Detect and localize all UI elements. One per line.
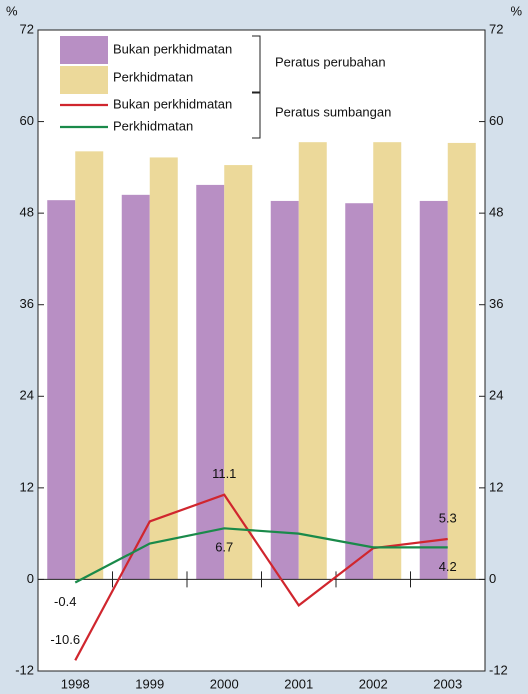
y-tick-label: 48 <box>20 205 34 220</box>
y2-tick-label: 24 <box>489 388 503 403</box>
legend-label: Bukan perkhidmatan <box>113 96 232 111</box>
data-label: 11.1 <box>212 466 236 481</box>
y2-tick-label: 0 <box>489 571 496 586</box>
bar <box>419 200 448 580</box>
data-label: 5.3 <box>439 510 457 525</box>
y2-unit: % <box>510 3 522 18</box>
y-unit: % <box>6 3 18 18</box>
bar <box>196 184 225 580</box>
data-label: 4.2 <box>439 559 457 574</box>
legend-label: Perkhidmatan <box>113 69 193 84</box>
legend-group-label: Peratus sumbangan <box>275 104 391 119</box>
y-tick-label: -12 <box>15 662 34 677</box>
legend-bracket <box>252 91 261 139</box>
data-label: 6.7 <box>215 540 233 555</box>
x-tick-label: 2002 <box>359 676 388 691</box>
y2-tick-label: 12 <box>489 479 503 494</box>
data-label: -0.4 <box>54 594 76 609</box>
bar <box>447 142 476 580</box>
legend-swatch <box>60 66 108 94</box>
y2-tick-label: 48 <box>489 205 503 220</box>
y-tick-label: 60 <box>20 113 34 128</box>
y-tick-label: 72 <box>20 21 34 36</box>
x-tick-label: 2003 <box>433 676 462 691</box>
data-label: -10.6 <box>50 632 80 647</box>
bar <box>373 142 402 580</box>
bar <box>121 194 150 580</box>
bar <box>47 200 76 580</box>
x-tick-label: 1998 <box>61 676 90 691</box>
x-tick-label: 1999 <box>135 676 164 691</box>
line <box>74 527 448 584</box>
legend-group-label: Peratus perubahan <box>275 54 386 69</box>
bar <box>298 142 327 580</box>
bar <box>75 151 104 580</box>
legend-label: Bukan perkhidmatan <box>113 41 232 56</box>
y-tick-label: 36 <box>20 296 34 311</box>
legend-label: Perkhidmatan <box>113 118 193 133</box>
bar <box>149 157 178 580</box>
legend-swatch <box>60 36 108 64</box>
x-tick-label: 2001 <box>284 676 313 691</box>
y2-tick-label: 72 <box>489 21 503 36</box>
bar <box>224 165 253 580</box>
bar <box>270 200 299 580</box>
y2-tick-label: 60 <box>489 113 503 128</box>
y2-tick-label: -12 <box>489 662 508 677</box>
y-tick-label: 12 <box>20 479 34 494</box>
y2-tick-label: 36 <box>489 296 503 311</box>
x-tick-label: 2000 <box>210 676 239 691</box>
bar <box>345 203 374 580</box>
y-tick-label: 0 <box>27 571 34 586</box>
y-tick-label: 24 <box>20 388 34 403</box>
legend-bracket <box>252 35 261 94</box>
